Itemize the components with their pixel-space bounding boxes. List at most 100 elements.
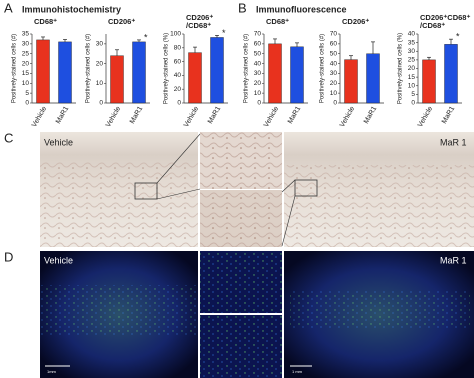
x-tick-label: MaR1 [129, 105, 144, 125]
y-tick-label: 10 [408, 82, 416, 89]
image-label: MaR 1 [440, 255, 467, 265]
y-tick-label: 20 [254, 80, 262, 87]
chart-title: CD206⁺ [108, 17, 135, 26]
y-axis-label: Positively-stained cells (#) [86, 34, 92, 103]
panel-title: Immunofluorescence [256, 4, 347, 14]
y-tick-label: 25 [408, 57, 416, 64]
x-tick-label: MaR1 [287, 105, 302, 125]
y-tick-label: 25 [22, 50, 30, 57]
y-tick-label: 0 [177, 100, 181, 107]
y-tick-label: 70 [330, 31, 338, 38]
y-tick-label: 60 [174, 58, 182, 65]
y-tick-label: 35 [408, 39, 416, 46]
chart-title: CD68⁺ [34, 17, 57, 26]
y-tick-label: 50 [330, 50, 338, 57]
y-tick-label: 60 [254, 41, 262, 48]
bar [290, 46, 304, 104]
y-tick-label: 0 [411, 100, 415, 107]
tissue-texture [40, 160, 198, 247]
panel-letter: B [238, 0, 247, 15]
bar [268, 43, 282, 104]
y-tick-label: 0 [333, 100, 337, 107]
y-axis-label: Positively-stained cells (%) [164, 33, 170, 104]
bar [58, 41, 72, 104]
y-tick-label: 40 [330, 60, 338, 67]
y-tick-label: 5 [25, 90, 29, 97]
bar [422, 59, 436, 104]
chart-title: CD68⁺ [266, 17, 289, 26]
bar [110, 55, 124, 104]
chart-title: /CD68⁺ [186, 21, 211, 30]
significance: * [144, 32, 148, 42]
bar [344, 59, 358, 104]
y-tick-label: 30 [96, 41, 104, 48]
x-tick-label: Vehicle [263, 105, 280, 128]
x-tick-label: Vehicle [31, 105, 48, 128]
tissue-texture [200, 315, 282, 378]
tissue-texture [290, 290, 470, 330]
y-tick-label: 10 [330, 90, 338, 97]
y-tick-label: 40 [408, 31, 416, 38]
y-tick-label: 30 [22, 41, 30, 48]
y-tick-label: 60 [330, 41, 338, 48]
x-tick-label: Vehicle [339, 105, 356, 128]
zoom-line [281, 195, 296, 247]
y-axis-label: Positively-stained cells (#) [12, 34, 18, 103]
y-tick-label: 40 [254, 60, 262, 67]
bar [132, 41, 146, 104]
y-tick-label: 70 [254, 31, 262, 38]
tissue-texture [200, 190, 282, 247]
significance: * [222, 28, 226, 38]
chart-title: /CD68⁺ [420, 21, 445, 30]
y-axis-label: Positively-stained cells (%) [398, 33, 404, 104]
y-tick-label: 30 [330, 70, 338, 77]
x-tick-label: MaR1 [363, 105, 378, 125]
zoom-line [156, 188, 201, 200]
y-tick-label: 30 [254, 70, 262, 77]
bar [210, 37, 224, 104]
zoom-box [134, 182, 158, 200]
y-axis-label: Positively-stained cells (#) [320, 34, 326, 103]
image-label: Vehicle [44, 255, 73, 265]
image-label: Vehicle [44, 137, 73, 147]
bar [36, 39, 50, 104]
bar [444, 44, 458, 104]
x-tick-label: Vehicle [183, 105, 200, 128]
x-tick-label: MaR1 [207, 105, 222, 125]
y-tick-label: 5 [411, 91, 415, 98]
x-tick-label: MaR1 [55, 105, 70, 125]
y-tick-label: 10 [254, 90, 262, 97]
y-tick-label: 20 [174, 86, 182, 93]
y-tick-label: 30 [408, 48, 416, 55]
zoom-box [294, 179, 318, 197]
y-tick-label: 20 [408, 65, 416, 72]
tissue-texture [200, 132, 282, 189]
significance: * [456, 32, 460, 42]
chart-title: CD206⁺ [186, 13, 213, 22]
y-tick-label: 40 [174, 72, 182, 79]
image-label: MaR 1 [440, 137, 467, 147]
y-tick-label: 35 [22, 31, 30, 38]
y-tick-label: 20 [96, 60, 104, 67]
y-tick-label: 0 [99, 100, 103, 107]
chart-title: CD206⁺ [342, 17, 369, 26]
bar [366, 53, 380, 104]
x-tick-label: MaR1 [441, 105, 456, 125]
y-tick-label: 15 [408, 74, 416, 81]
y-tick-label: 0 [25, 100, 29, 107]
panel-letter: D [4, 249, 13, 264]
zoom-line [281, 179, 296, 193]
y-tick-label: 50 [254, 50, 262, 57]
scale-label: 1mm [47, 369, 57, 374]
tissue-texture [200, 251, 282, 313]
x-tick-label: Vehicle [417, 105, 434, 128]
y-tick-label: 10 [96, 80, 104, 87]
y-tick-label: 20 [22, 60, 30, 67]
y-tick-label: 10 [22, 80, 30, 87]
chart-title: CD206⁺CD68⁺ [420, 13, 470, 22]
bar [188, 52, 202, 104]
x-tick-label: Vehicle [105, 105, 122, 128]
y-tick-label: 80 [174, 45, 182, 52]
zoom-line [156, 133, 201, 184]
